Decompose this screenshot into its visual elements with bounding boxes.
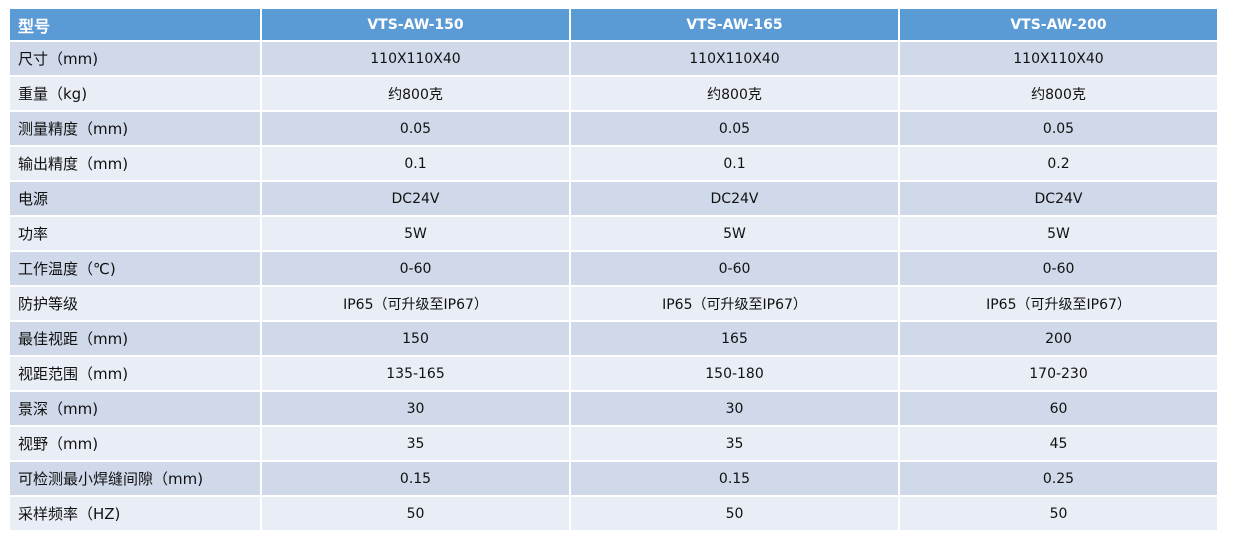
table-row: 可检测最小焊缝间隙（mm) 0.15 0.15 0.25 <box>10 462 1217 495</box>
table-cell: IP65（可升级至IP67） <box>900 287 1217 320</box>
table-row: 防护等级 IP65（可升级至IP67） IP65（可升级至IP67） IP65（… <box>10 287 1217 320</box>
table-row: 景深（mm) 30 30 60 <box>10 392 1217 425</box>
header-row: 型号 VTS-AW-150 VTS-AW-165 VTS-AW-200 <box>10 9 1217 40</box>
table-row: 电源 DC24V DC24V DC24V <box>10 182 1217 215</box>
table-cell: 5W <box>900 217 1217 250</box>
row-label: 可检测最小焊缝间隙（mm) <box>10 462 260 495</box>
table-cell: 110X110X40 <box>900 42 1217 75</box>
table-cell: IP65（可升级至IP67） <box>571 287 898 320</box>
table-cell: 135-165 <box>262 357 569 390</box>
table-cell: 45 <box>900 427 1217 460</box>
row-label: 最佳视距（mm) <box>10 322 260 355</box>
table-cell: 约800克 <box>900 77 1217 110</box>
table-row: 功率 5W 5W 5W <box>10 217 1217 250</box>
table-cell: 0.05 <box>262 112 569 145</box>
table-cell: 约800克 <box>262 77 569 110</box>
table-row: 重量（kg) 约800克 约800克 约800克 <box>10 77 1217 110</box>
table-cell: 60 <box>900 392 1217 425</box>
table-row: 最佳视距（mm) 150 165 200 <box>10 322 1217 355</box>
row-label: 输出精度（mm) <box>10 147 260 180</box>
table-cell: 0.15 <box>262 462 569 495</box>
row-label: 工作温度（℃) <box>10 252 260 285</box>
header-cell-vts-aw-165: VTS-AW-165 <box>571 9 898 40</box>
table-cell: 150-180 <box>571 357 898 390</box>
table-row: 视野（mm) 35 35 45 <box>10 427 1217 460</box>
table-cell: IP65（可升级至IP67） <box>262 287 569 320</box>
row-label: 功率 <box>10 217 260 250</box>
table-cell: 0-60 <box>900 252 1217 285</box>
table-cell: 30 <box>571 392 898 425</box>
table-cell: 50 <box>262 497 569 530</box>
row-label: 防护等级 <box>10 287 260 320</box>
table-cell: 0.2 <box>900 147 1217 180</box>
row-label: 视野（mm) <box>10 427 260 460</box>
table-cell: 200 <box>900 322 1217 355</box>
table-cell: 35 <box>262 427 569 460</box>
header-cell-vts-aw-200: VTS-AW-200 <box>900 9 1217 40</box>
table-row: 采样频率（HZ) 50 50 50 <box>10 497 1217 530</box>
table-cell: 110X110X40 <box>571 42 898 75</box>
table-cell: 0-60 <box>262 252 569 285</box>
row-label: 重量（kg) <box>10 77 260 110</box>
row-label: 视距范围（mm) <box>10 357 260 390</box>
table-cell: 0.1 <box>262 147 569 180</box>
table-cell: DC24V <box>262 182 569 215</box>
table-cell: 170-230 <box>900 357 1217 390</box>
table-cell: 0.05 <box>900 112 1217 145</box>
table-cell: 150 <box>262 322 569 355</box>
header-cell-vts-aw-150: VTS-AW-150 <box>262 9 569 40</box>
table-cell: 50 <box>571 497 898 530</box>
table-row: 尺寸（mm) 110X110X40 110X110X40 110X110X40 <box>10 42 1217 75</box>
table-cell: 50 <box>900 497 1217 530</box>
table-cell: 110X110X40 <box>262 42 569 75</box>
spec-table: 型号 VTS-AW-150 VTS-AW-165 VTS-AW-200 尺寸（m… <box>8 7 1219 532</box>
table-cell: 30 <box>262 392 569 425</box>
table-cell: 0.1 <box>571 147 898 180</box>
row-label: 电源 <box>10 182 260 215</box>
table-cell: 0-60 <box>571 252 898 285</box>
table-row: 工作温度（℃) 0-60 0-60 0-60 <box>10 252 1217 285</box>
header-cell-model: 型号 <box>10 9 260 40</box>
row-label: 采样频率（HZ) <box>10 497 260 530</box>
table-row: 输出精度（mm) 0.1 0.1 0.2 <box>10 147 1217 180</box>
table-row: 视距范围（mm) 135-165 150-180 170-230 <box>10 357 1217 390</box>
table-cell: 5W <box>571 217 898 250</box>
table-cell: DC24V <box>900 182 1217 215</box>
table-cell: 0.05 <box>571 112 898 145</box>
table-cell: DC24V <box>571 182 898 215</box>
table-cell: 0.25 <box>900 462 1217 495</box>
table-cell: 165 <box>571 322 898 355</box>
row-label: 景深（mm) <box>10 392 260 425</box>
table-cell: 5W <box>262 217 569 250</box>
table-cell: 0.15 <box>571 462 898 495</box>
row-label: 尺寸（mm) <box>10 42 260 75</box>
row-label: 测量精度（mm) <box>10 112 260 145</box>
table-cell: 35 <box>571 427 898 460</box>
table-cell: 约800克 <box>571 77 898 110</box>
table-row: 测量精度（mm) 0.05 0.05 0.05 <box>10 112 1217 145</box>
